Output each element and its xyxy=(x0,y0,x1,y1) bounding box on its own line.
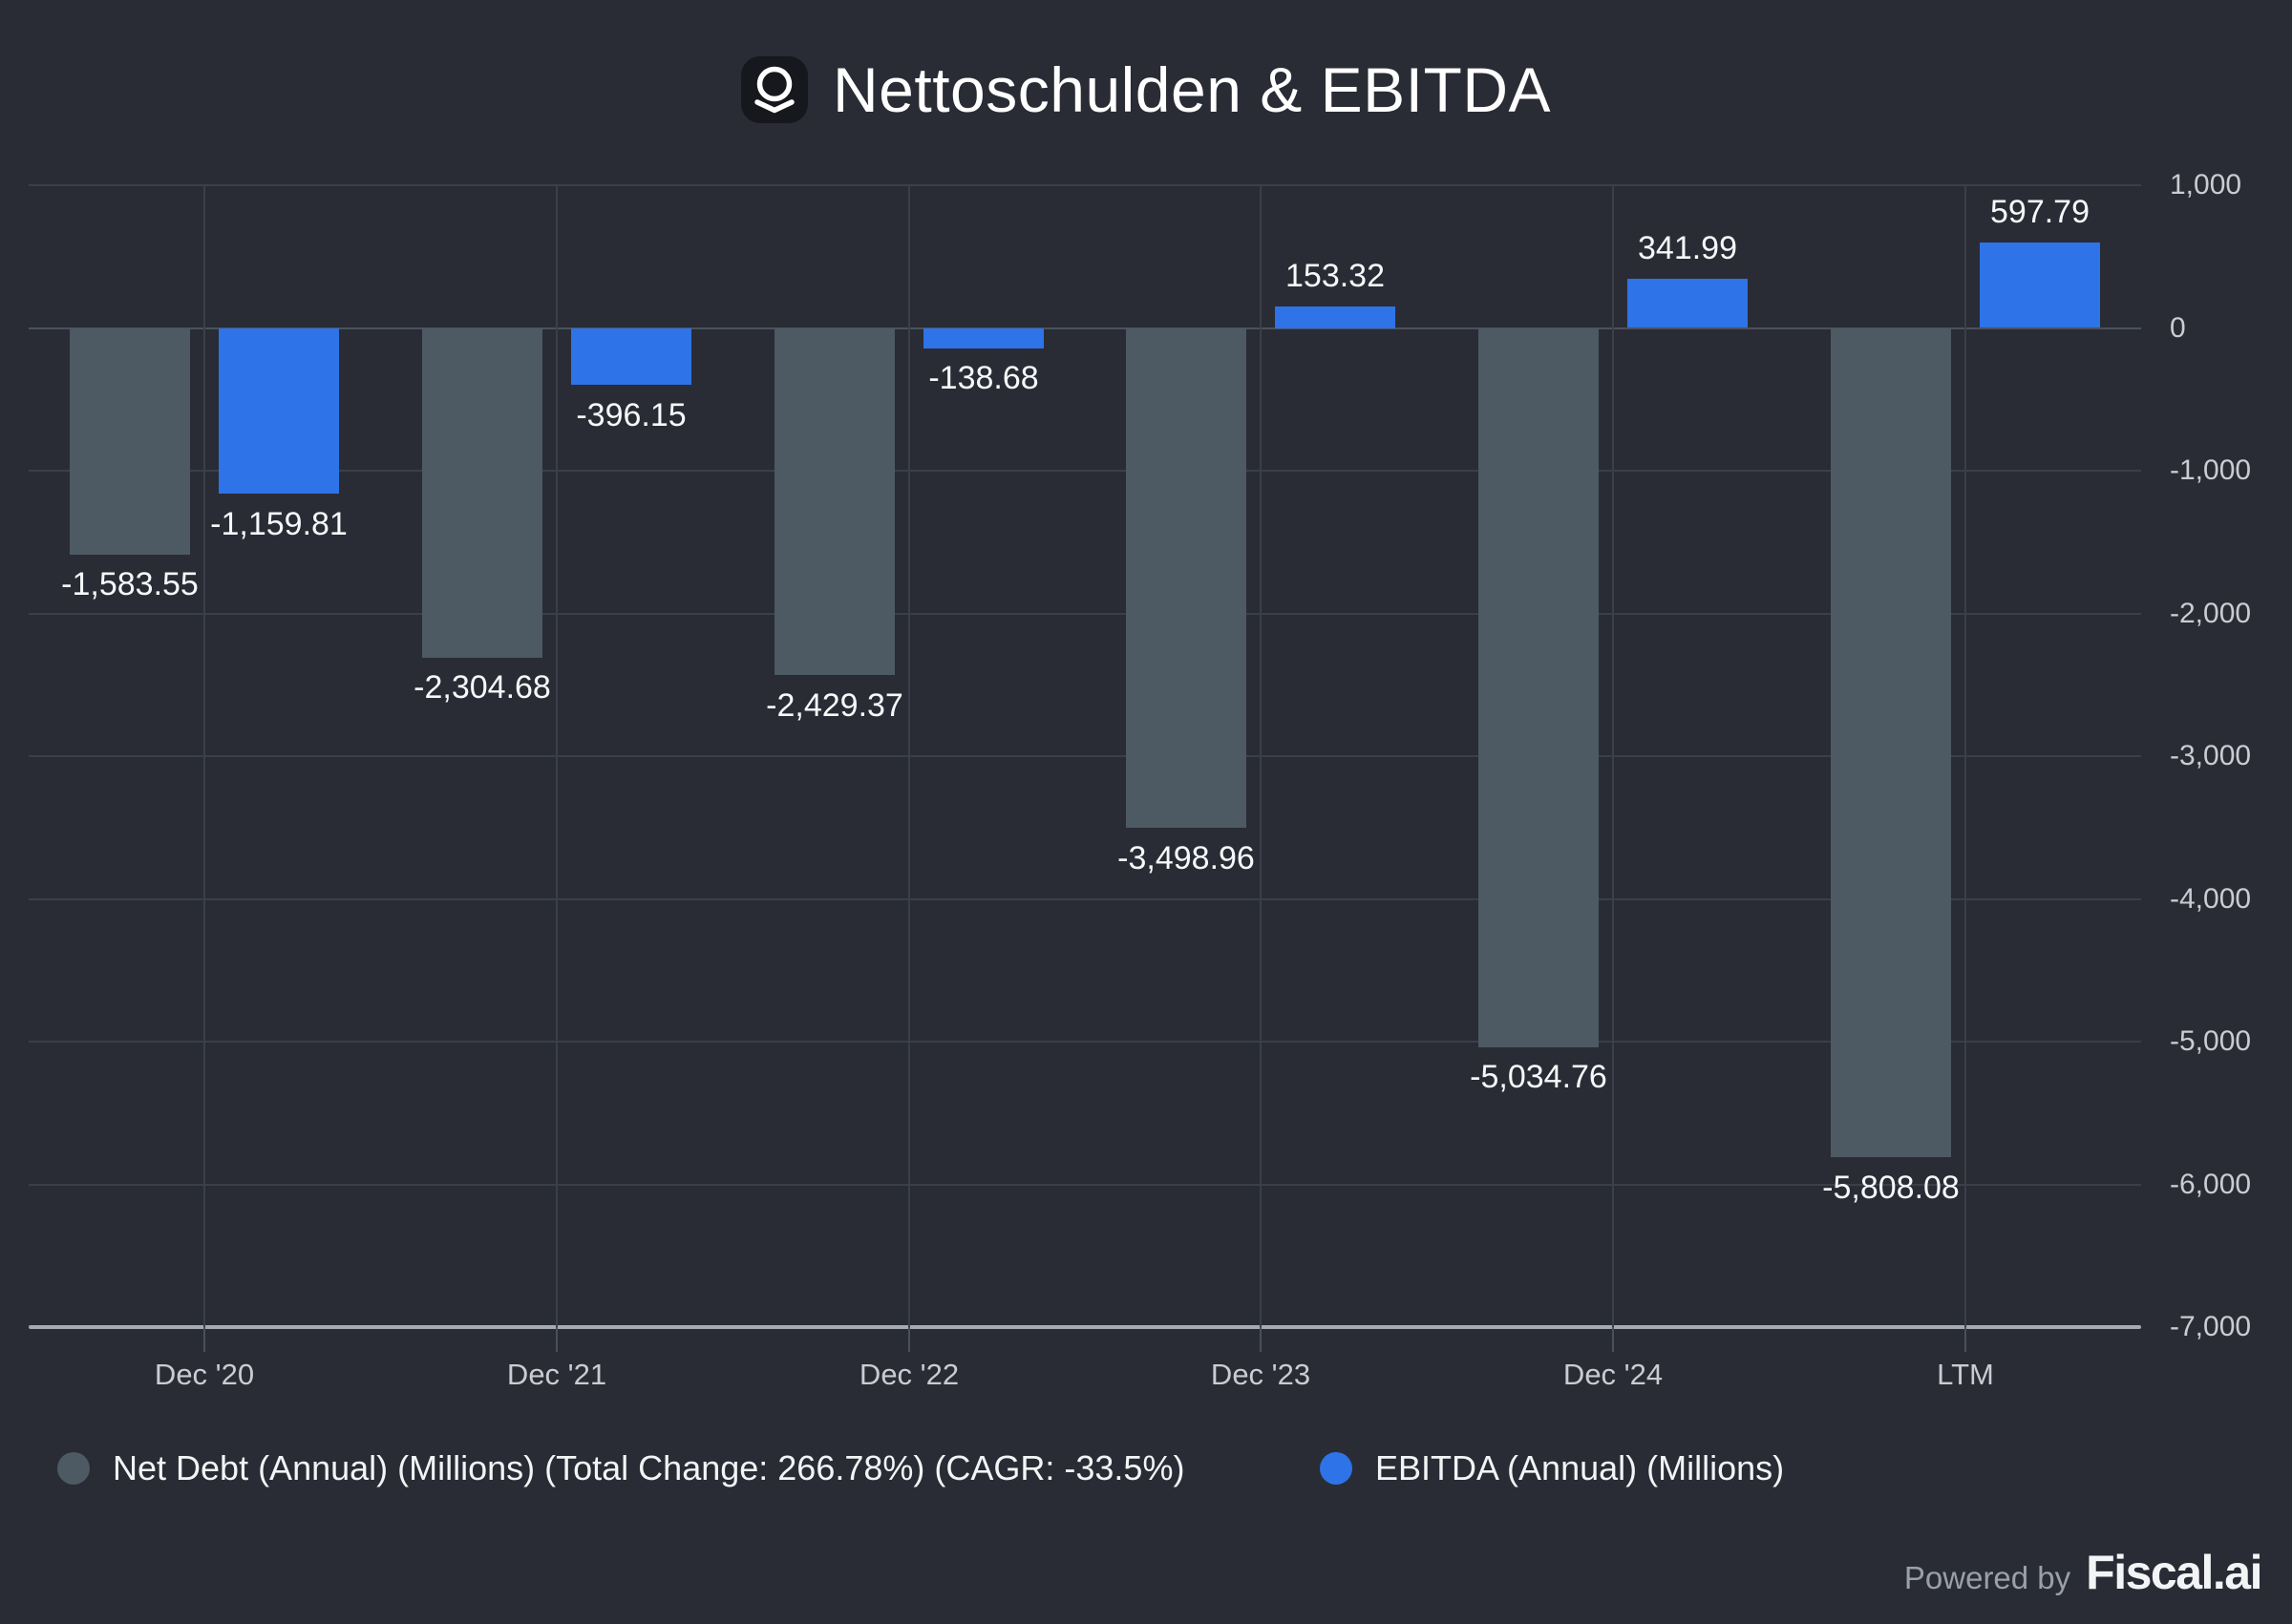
legend-item-ebitda[interactable]: EBITDA (Annual) (Millions) xyxy=(1320,1447,1784,1489)
y-axis-tick-label: -4,000 xyxy=(2170,883,2252,915)
bar-value-label: -1,583.55 xyxy=(61,566,199,602)
x-axis-tick xyxy=(1612,1327,1614,1352)
bar-value-label: -1,159.81 xyxy=(210,506,348,542)
chart-title: Nettoschulden & EBITDA xyxy=(832,54,1552,125)
y-axis-tick-label: 1,000 xyxy=(2170,169,2242,200)
y-axis-tick-label: -6,000 xyxy=(2170,1169,2252,1200)
net-debt-bar[interactable] xyxy=(1478,328,1599,1047)
bar-value-label: -2,304.68 xyxy=(414,669,551,706)
net-debt-bar[interactable] xyxy=(1831,328,1951,1157)
x-axis-tick-label: Dec '24 xyxy=(1562,1358,1664,1391)
x-axis-tick xyxy=(1260,1327,1262,1352)
bar-value-label: -2,429.37 xyxy=(766,687,903,724)
y-axis-tick-label: -3,000 xyxy=(2170,740,2252,771)
bar-value-label: -396.15 xyxy=(576,397,687,433)
fiscal-ai-logotype: Fiscal.ai xyxy=(2086,1546,2262,1599)
bar-value-label: -5,808.08 xyxy=(1822,1170,1960,1206)
h-gridline xyxy=(29,1184,2141,1186)
x-axis-tick-label: Dec '23 xyxy=(1210,1358,1311,1391)
ebitda-bar[interactable] xyxy=(1627,279,1748,327)
y-axis-tick-label: -2,000 xyxy=(2170,598,2252,629)
v-gridline xyxy=(1260,185,1262,1327)
legend-item-net-debt[interactable]: Net Debt (Annual) (Millions) (Total Chan… xyxy=(57,1447,1184,1489)
x-axis-tick-label: Dec '21 xyxy=(506,1358,607,1391)
h-gridline xyxy=(29,755,2141,757)
legend-marker-dot xyxy=(57,1452,90,1485)
attribution: Powered by Fiscal.ai xyxy=(1903,1545,2263,1600)
bar-value-label: 597.79 xyxy=(1990,194,2090,230)
h-gridline xyxy=(29,613,2141,615)
x-axis-tick-label: LTM xyxy=(1937,1358,1994,1391)
chart-header: Nettoschulden & EBITDA xyxy=(0,50,2292,130)
x-axis-line xyxy=(29,1325,2141,1329)
v-gridline xyxy=(908,185,910,1327)
bar-value-label: 341.99 xyxy=(1638,230,1737,266)
legend-label: EBITDA (Annual) (Millions) xyxy=(1375,1448,1785,1487)
zero-gridline xyxy=(29,327,2141,329)
legend-marker-dot xyxy=(1320,1452,1352,1485)
v-gridline xyxy=(1612,185,1614,1327)
h-gridline xyxy=(29,470,2141,472)
v-gridline xyxy=(1964,185,1966,1327)
ebitda-bar[interactable] xyxy=(1980,243,2100,327)
net-debt-bar[interactable] xyxy=(70,328,190,555)
h-gridline xyxy=(29,898,2141,900)
net-debt-bar[interactable] xyxy=(422,328,542,658)
ebitda-bar[interactable] xyxy=(571,328,691,385)
bar-value-label: -5,034.76 xyxy=(1470,1059,1607,1095)
fiscal-logo-icon xyxy=(740,56,808,123)
powered-by-text: Powered by xyxy=(1903,1560,2071,1595)
x-axis-tick-label: Dec '20 xyxy=(154,1358,255,1391)
net-debt-bar[interactable] xyxy=(1126,328,1246,828)
x-axis-tick xyxy=(556,1327,558,1352)
x-axis-tick-label: Dec '22 xyxy=(859,1358,960,1391)
y-axis-tick-label: -5,000 xyxy=(2170,1025,2252,1057)
ebitda-bar[interactable] xyxy=(1275,306,1395,328)
legend: Net Debt (Annual) (Millions) (Total Chan… xyxy=(0,1447,2292,1489)
h-gridline xyxy=(29,1041,2141,1043)
net-debt-bar[interactable] xyxy=(775,328,895,675)
bar-value-label: -3,498.96 xyxy=(1117,840,1255,876)
v-gridline xyxy=(556,185,558,1327)
y-axis-tick-label: 0 xyxy=(2170,312,2186,344)
v-gridline xyxy=(203,185,205,1327)
ebitda-bar[interactable] xyxy=(923,328,1044,348)
bar-value-label: -138.68 xyxy=(928,360,1039,396)
x-axis-tick xyxy=(203,1327,205,1352)
y-axis-tick-label: -7,000 xyxy=(2170,1311,2252,1342)
h-gridline xyxy=(29,184,2141,186)
bar-value-label: 153.32 xyxy=(1285,258,1385,294)
x-axis-tick xyxy=(1964,1327,1966,1352)
x-axis-tick xyxy=(908,1327,910,1352)
y-axis-tick-label: -1,000 xyxy=(2170,454,2252,486)
ebitda-bar[interactable] xyxy=(219,328,339,494)
legend-label: Net Debt (Annual) (Millions) (Total Chan… xyxy=(113,1448,1185,1487)
